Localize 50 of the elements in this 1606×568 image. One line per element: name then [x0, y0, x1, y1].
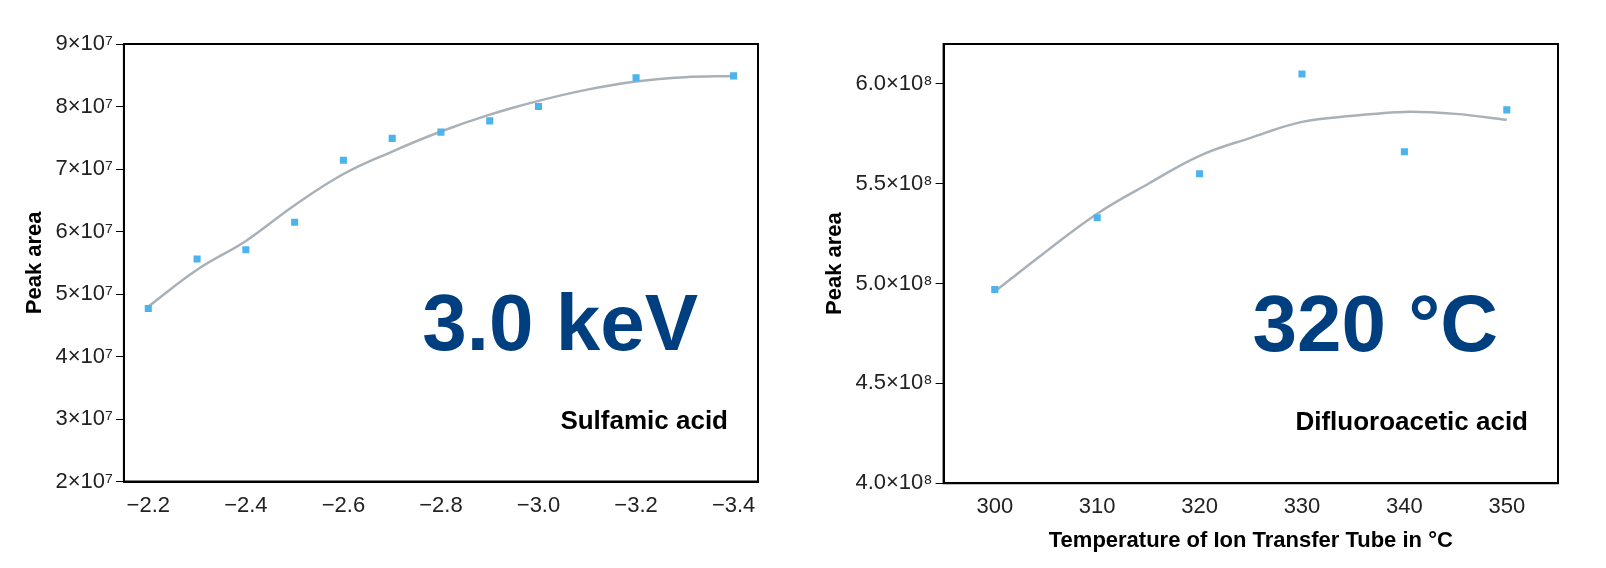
x-tick-label: −2.2	[126, 491, 171, 517]
annotation: 320 °C	[1252, 279, 1498, 369]
y-axis-title: Peak area	[21, 210, 47, 315]
y-tick-label: 4×10⁷	[55, 342, 113, 368]
annotation: Sulfamic acid	[560, 405, 728, 436]
annotation: Difluoroacetic acid	[1295, 406, 1528, 437]
point	[632, 74, 640, 82]
point	[486, 117, 494, 125]
point	[291, 218, 299, 226]
x-tick-label: −2.8	[419, 491, 463, 517]
point	[1400, 148, 1408, 156]
point	[534, 102, 543, 111]
point	[1196, 170, 1204, 178]
y-tick-label: 9×10⁷	[55, 30, 113, 56]
point	[242, 246, 250, 254]
x-tick-label: −2.4	[224, 491, 268, 517]
x-tick-label: −3.2	[614, 491, 658, 517]
y-tick-label: 8×10⁷	[55, 92, 113, 118]
x-tick-label: 320	[1181, 493, 1218, 519]
point	[339, 156, 347, 164]
x-tick-label: 350	[1488, 493, 1526, 519]
x-axis-title: Temperature of Ion Transfer Tube in °C	[1048, 526, 1453, 552]
y-tick-label: 5.0×10⁸	[855, 269, 933, 295]
point	[388, 134, 396, 142]
y-tick-label: 6×10⁷	[55, 217, 113, 243]
x-tick-label: 300	[976, 493, 1014, 519]
x-tick-label: 340	[1386, 493, 1423, 519]
y-tick-label: 2×10⁷	[55, 467, 113, 493]
point	[991, 286, 999, 294]
x-tick-label: −3.4	[711, 491, 756, 517]
annotation: 3.0 keV	[422, 278, 698, 368]
y-tick-label: 5×10⁷	[55, 280, 113, 306]
point	[1503, 106, 1511, 114]
point	[1093, 214, 1101, 222]
point	[144, 304, 152, 312]
x-tick-label: −3.0	[516, 491, 561, 517]
point	[730, 72, 738, 80]
y-tick-label: 4.0×10⁸	[855, 469, 933, 495]
y-tick-label: 7×10⁷	[55, 155, 113, 181]
point	[437, 128, 445, 136]
y-axis-title: Peak area	[821, 211, 847, 315]
y-tick-label: 5.5×10⁸	[855, 169, 933, 195]
point	[193, 255, 201, 263]
x-tick-label: 310	[1078, 493, 1116, 519]
point	[1298, 70, 1306, 78]
y-tick-label: 4.5×10⁸	[855, 369, 933, 395]
x-tick-label: 330	[1283, 493, 1321, 519]
x-tick-label: −2.6	[321, 491, 366, 517]
y-tick-label: 6.0×10⁸	[855, 69, 933, 95]
y-tick-label: 3×10⁷	[55, 405, 113, 431]
